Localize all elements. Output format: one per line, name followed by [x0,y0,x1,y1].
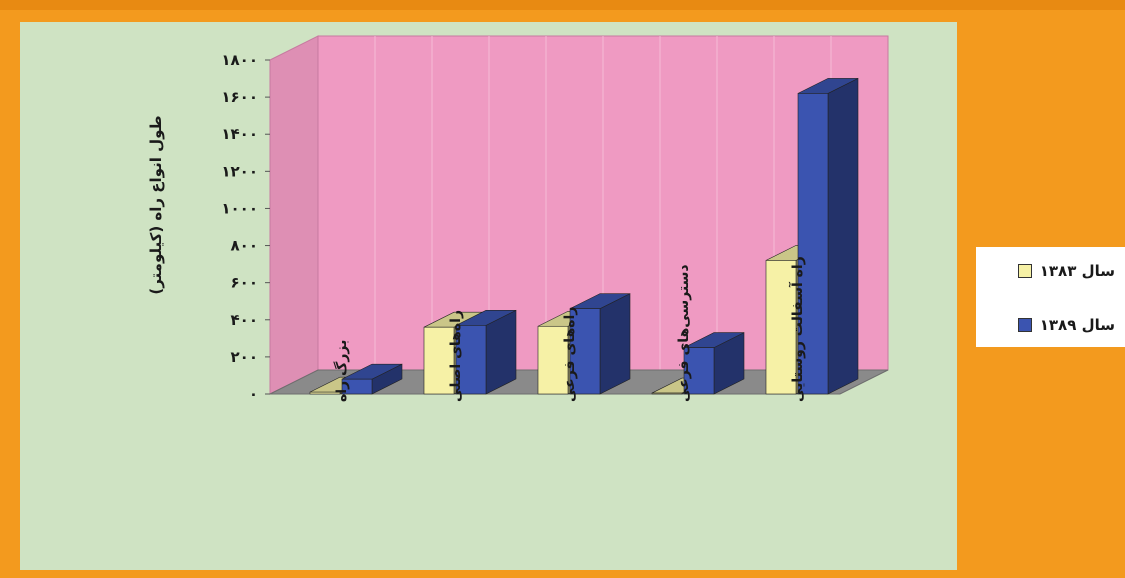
bar [309,391,341,395]
bar [569,308,601,395]
y-tick-label: ۱۶۰۰ [221,88,258,106]
bar [423,326,455,395]
y-axis-label-wrap: طول انواع راه (کیلومتر) [138,80,174,330]
y-tick-label: ۱۲۰۰ [221,162,258,180]
bar [537,325,569,395]
legend-label-1383: سال ۱۳۸۳ [1039,262,1115,280]
bar [455,325,487,395]
legend-item-1389: سال ۱۳۸۹ [1017,316,1115,334]
bar [765,260,797,395]
bar [683,347,715,395]
y-tick-label: ۰ [249,385,258,403]
legend-swatch-1383 [1017,264,1032,278]
side-wall [269,35,319,395]
y-axis-label: طول انواع راه (کیلومتر) [147,115,165,295]
x-tick-label: دسترسی‌های فرعی [676,264,692,402]
x-tick-label: بزرگ راه [333,340,350,402]
x-tick-label: راه آسفالت روستایی [788,256,806,402]
y-tick-label: ۶۰۰ [231,274,258,292]
frame-top-band [0,0,1125,10]
y-tick-label: ۲۰۰ [231,348,258,366]
legend-swatch-1389 [1017,318,1032,332]
y-tick-label: ۸۰۰ [231,237,258,255]
x-tick-label: راه‌های اصلی [448,310,464,402]
x-tick-label: راه‌های فرعی [562,307,578,402]
legend: سال ۱۳۸۳ سال ۱۳۸۹ [976,247,1125,347]
bar-side [599,293,631,395]
y-tick-label: ۴۰۰ [231,311,258,329]
y-tick-label: ۱۴۰۰ [221,125,258,143]
bar [341,378,373,395]
bar [651,392,683,395]
y-tick-label: ۱۸۰۰ [221,51,258,69]
legend-item-1383: سال ۱۳۸۳ [1017,262,1115,280]
bar-side [827,77,859,395]
y-tick-label: ۱۰۰۰ [221,199,258,217]
bar [797,93,829,395]
legend-label-1389: سال ۱۳۸۹ [1039,316,1115,334]
